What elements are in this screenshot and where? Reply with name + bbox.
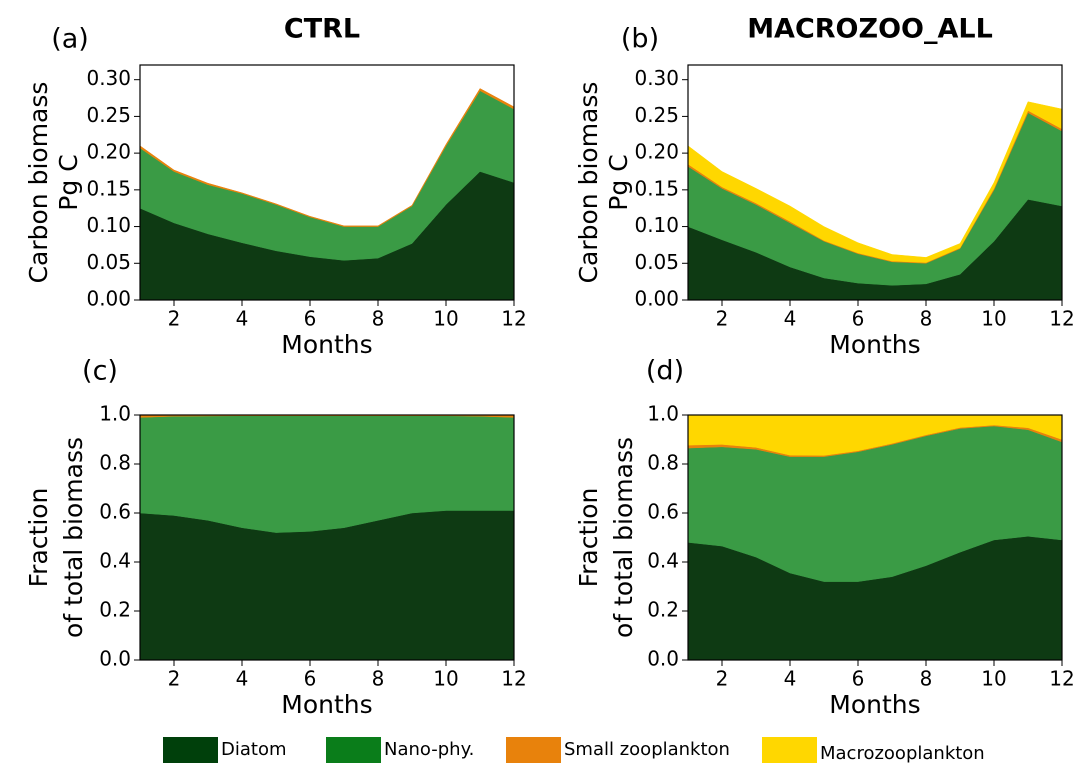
x-axis-label: Months xyxy=(281,690,372,719)
legend-swatch xyxy=(163,737,218,763)
x-tick-label: 6 xyxy=(304,667,317,691)
area xyxy=(139,510,515,661)
x-tick-label: 6 xyxy=(304,307,317,331)
y-tick-label: 1.0 xyxy=(647,402,679,426)
y-tick-label: 0.6 xyxy=(647,500,679,524)
panel-label: (c) xyxy=(82,356,118,387)
legend-swatch xyxy=(326,737,381,763)
x-tick-label: 10 xyxy=(981,307,1006,331)
x-tick-label: 4 xyxy=(236,307,249,331)
y-axis-label: Fraction xyxy=(24,488,53,588)
y-tick-label: 0.6 xyxy=(99,500,131,524)
y-tick-label: 0.30 xyxy=(86,66,131,90)
y-axis-label: of total biomass xyxy=(59,437,88,638)
panel-label: (a) xyxy=(51,24,89,55)
y-tick-label: 0.4 xyxy=(647,549,679,573)
legend-label: Macrozooplankton xyxy=(820,743,985,764)
y-axis-label: Fraction xyxy=(574,488,603,588)
y-tick-label: 0.10 xyxy=(634,213,679,237)
y-axis-label: of total biomass xyxy=(609,437,638,638)
y-tick-label: 0.0 xyxy=(647,647,679,671)
y-tick-label: 0.30 xyxy=(634,66,679,90)
panel-label: (d) xyxy=(646,356,684,387)
panel-label: (b) xyxy=(621,24,659,55)
x-axis-label: Months xyxy=(829,690,920,719)
y-tick-label: 1.0 xyxy=(99,402,131,426)
y-tick-label: 0.20 xyxy=(86,140,131,164)
y-tick-label: 0.05 xyxy=(634,250,679,274)
y-tick-label: 0.25 xyxy=(634,103,679,127)
y-axis-label: Pg C xyxy=(54,154,83,210)
x-tick-label: 2 xyxy=(168,307,181,331)
y-tick-label: 0.2 xyxy=(647,598,679,622)
axes-frame xyxy=(139,64,515,301)
chart-title: CTRL xyxy=(284,14,360,45)
x-tick-label: 12 xyxy=(1049,307,1074,331)
y-tick-label: 0.00 xyxy=(86,287,131,311)
x-tick-label: 4 xyxy=(784,307,797,331)
y-tick-label: 0.25 xyxy=(86,103,131,127)
y-tick-label: 0.15 xyxy=(634,176,679,200)
x-tick-label: 4 xyxy=(236,667,249,691)
x-tick-label: 2 xyxy=(168,667,181,691)
x-axis-label: Months xyxy=(829,330,920,359)
legend-label: Small zooplankton xyxy=(564,739,730,760)
legend-label: Diatom xyxy=(221,739,287,760)
y-tick-label: 0.05 xyxy=(86,250,131,274)
y-tick-label: 0.0 xyxy=(99,647,131,671)
y-tick-label: 0.8 xyxy=(99,451,131,475)
y-tick-label: 0.15 xyxy=(86,176,131,200)
x-tick-label: 8 xyxy=(920,307,933,331)
y-tick-label: 0.20 xyxy=(634,140,679,164)
legend-label: Nano-phy. xyxy=(384,739,474,760)
x-tick-label: 8 xyxy=(372,667,385,691)
x-tick-label: 4 xyxy=(784,667,797,691)
x-tick-label: 2 xyxy=(716,307,729,331)
axes-frame xyxy=(687,414,1063,661)
x-tick-label: 6 xyxy=(852,667,865,691)
x-tick-label: 10 xyxy=(433,667,458,691)
x-tick-label: 10 xyxy=(433,307,458,331)
x-tick-label: 8 xyxy=(920,667,933,691)
axes-frame xyxy=(687,64,1063,301)
y-tick-label: 0.10 xyxy=(86,213,131,237)
y-tick-label: 0.8 xyxy=(647,451,679,475)
y-tick-label: 0.00 xyxy=(634,287,679,311)
y-axis-label: Carbon biomass xyxy=(24,82,53,284)
y-tick-label: 0.4 xyxy=(99,549,131,573)
x-tick-label: 8 xyxy=(372,307,385,331)
x-tick-label: 12 xyxy=(501,667,526,691)
chart-title: MACROZOO_ALL xyxy=(747,14,993,45)
x-tick-label: 12 xyxy=(1049,667,1074,691)
y-axis-label: Pg C xyxy=(604,154,633,210)
y-axis-label: Carbon biomass xyxy=(574,82,603,284)
x-tick-label: 6 xyxy=(852,307,865,331)
x-axis-label: Months xyxy=(281,330,372,359)
x-tick-label: 2 xyxy=(716,667,729,691)
x-tick-label: 12 xyxy=(501,307,526,331)
legend-swatch xyxy=(506,737,561,763)
x-tick-label: 10 xyxy=(981,667,1006,691)
legend-swatch xyxy=(762,737,817,763)
y-tick-label: 0.2 xyxy=(99,598,131,622)
axes-frame xyxy=(139,414,515,661)
